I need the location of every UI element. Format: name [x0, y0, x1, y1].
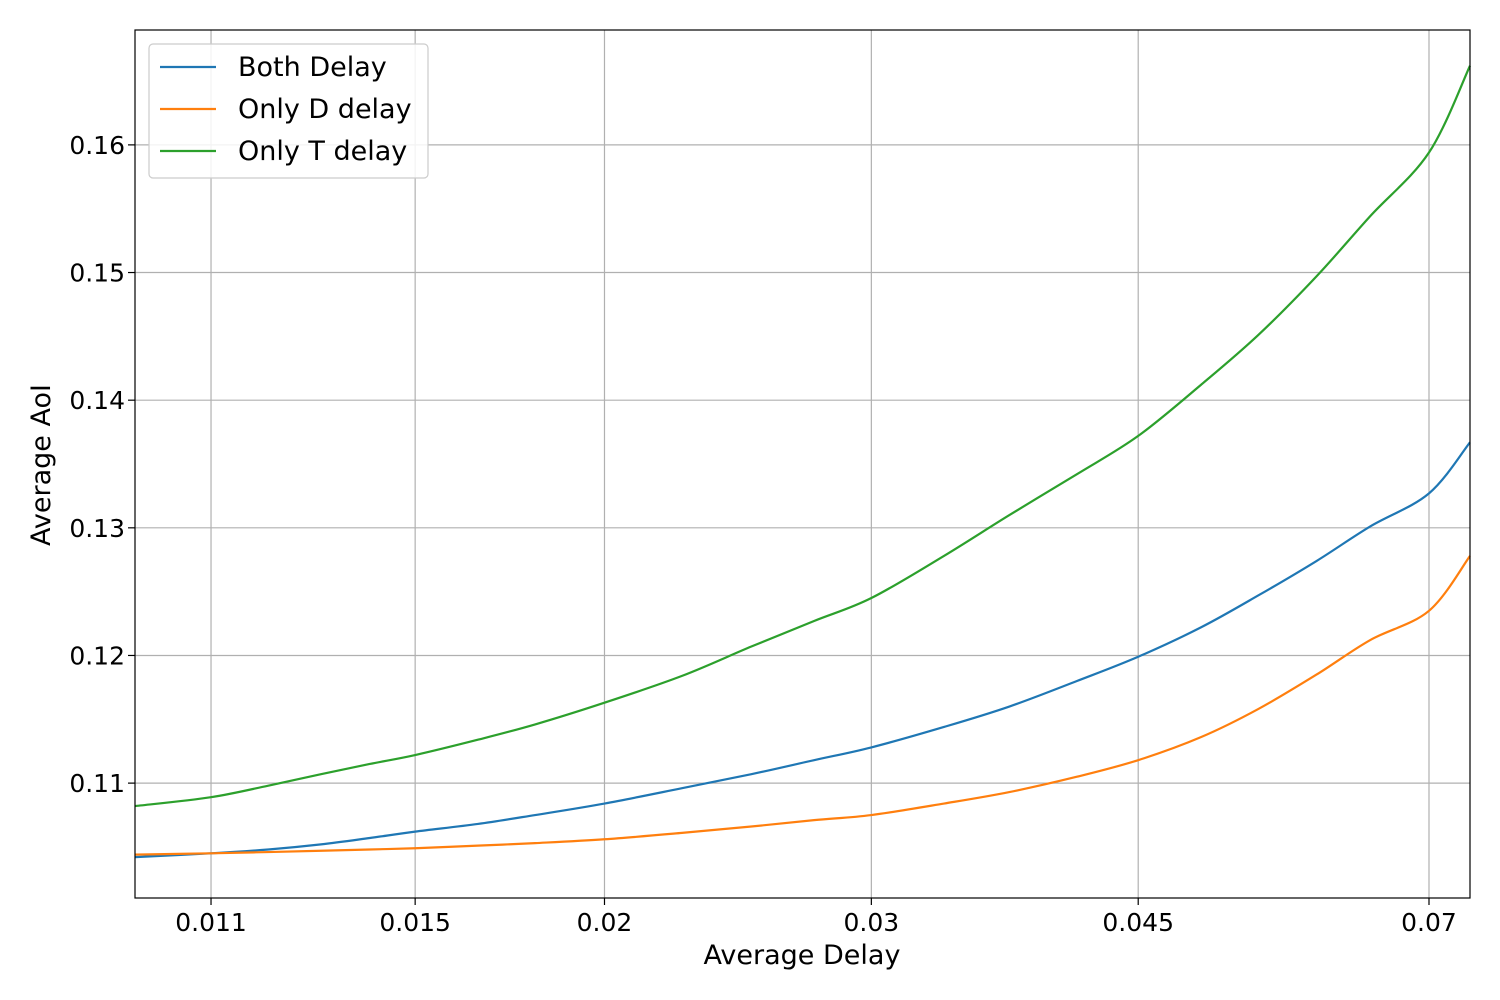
series-line-3: [134, 65, 1471, 808]
x-tick-label: 0.015: [379, 908, 451, 937]
x-tick-label: 0.07: [1401, 908, 1457, 937]
legend-label: Only T delay: [238, 136, 407, 167]
tick-labels: 0.011 0.015 0.02 0.03 0.045 0.07 0.11 0.12 0.13 0…: [69, 131, 1457, 937]
y-tick-label: 0.14: [69, 386, 125, 415]
y-tick-label: 0.16: [69, 131, 125, 160]
x-tick-label: 0.02: [577, 908, 633, 937]
y-axis-label: Average AoI: [26, 384, 57, 546]
series-line-1: [134, 441, 1471, 859]
series-line-2: [134, 555, 1471, 856]
x-tick-label: 0.045: [1102, 908, 1174, 937]
legend-label: Both Delay: [238, 52, 387, 83]
x-axis-label: Average Delay: [704, 940, 901, 971]
axes: [128, 29, 1471, 905]
plot-frame: [134, 29, 1471, 899]
legend-box: [148, 43, 429, 179]
y-tick-label: 0.11: [69, 769, 125, 798]
y-tick-label: 0.15: [69, 259, 125, 288]
y-tick-label: 0.12: [69, 641, 125, 670]
legend-label: Only D delay: [238, 94, 412, 125]
x-tick-label: 0.011: [175, 908, 247, 937]
series-lines: [134, 65, 1471, 859]
x-tick-label: 0.03: [844, 908, 900, 937]
legend: Both Delay Only D delay Only T delay: [148, 43, 429, 179]
y-tick-label: 0.13: [69, 514, 125, 543]
